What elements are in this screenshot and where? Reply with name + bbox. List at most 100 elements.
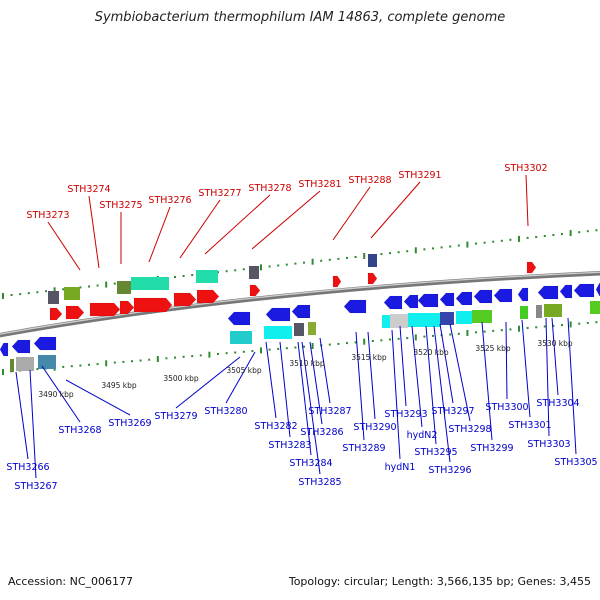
gene-arrow-reverse (439, 292, 455, 307)
tick-mark-bottom (543, 325, 546, 328)
map-title: Symbiobacterium thermophilum IAM 14863, … (94, 10, 506, 25)
bottom-label-leader (65, 379, 131, 416)
topology-stats-text: Topology: circular; Length: 3,566,135 bp… (288, 575, 591, 588)
tick-mark-top (595, 229, 598, 232)
gene-arrow-reverse (573, 283, 595, 298)
gene-box-bottom (10, 359, 14, 372)
tick-mark-top (518, 235, 520, 242)
tick-mark-top (500, 239, 503, 242)
tick-mark-bottom (88, 363, 90, 366)
scale-label: 3490 kbp (38, 390, 74, 399)
tick-mark-bottom (380, 339, 383, 342)
genome-backbone (0, 270, 600, 338)
gene-label-top: STH3273 (26, 210, 69, 221)
tick-mark-top (234, 269, 237, 272)
gene-label-bottom: STH3283 (268, 440, 311, 451)
gene-label-top: STH3276 (148, 195, 191, 206)
tick-mark-top (380, 253, 383, 256)
gene-label-top: STH3277 (198, 188, 241, 199)
top-label-leader (251, 190, 321, 250)
scale-label: 3515 kbp (351, 353, 387, 362)
tick-mark-top (457, 244, 460, 247)
tick-mark-top (294, 262, 297, 265)
bottom-label-leader (367, 331, 376, 420)
gene-box-top (131, 277, 169, 290)
gene-arrow-reverse (473, 289, 493, 304)
gene-label-bottom: STH3298 (448, 424, 491, 435)
gene-arrow-reverse (265, 307, 291, 322)
gene-label-bottom: hydN1 (385, 462, 416, 473)
gene-label-top: STH3274 (67, 184, 110, 195)
tick-mark-top (466, 241, 469, 248)
tick-mark-top (354, 256, 357, 258)
gene-label-bottom: STH3268 (58, 425, 101, 436)
top-label-leader (179, 199, 221, 259)
gene-box-top (196, 270, 218, 283)
tick-mark-top (414, 247, 417, 254)
gene-label-bottom: STH3289 (342, 443, 385, 454)
tick-mark-top (36, 291, 39, 294)
bottom-label-leader (355, 331, 365, 441)
tick-mark-bottom (432, 334, 434, 337)
gene-box-bottom (408, 313, 440, 327)
tick-mark-bottom (552, 324, 555, 327)
tick-mark-bottom (500, 329, 503, 332)
tick-mark-bottom (79, 364, 82, 367)
tick-mark-bottom (483, 330, 486, 333)
gene-arrow-forward (119, 300, 135, 315)
tick-mark-top (311, 258, 314, 265)
tick-mark-bottom (586, 321, 589, 324)
scale-label: 3520 kbp (413, 348, 449, 357)
gene-box-bottom (294, 323, 304, 336)
gene-arrow-reverse (493, 288, 513, 303)
gene-label-bottom: STH3293 (384, 409, 427, 420)
gene-arrow-reverse (537, 285, 559, 300)
tick-mark-bottom (492, 329, 495, 332)
accession-text: Accession: NC_006177 (8, 575, 134, 588)
tick-mark-bottom (475, 331, 477, 334)
gene-box-top (48, 291, 59, 304)
top-label-leader (332, 186, 371, 241)
tick-mark-bottom (199, 354, 202, 357)
tick-mark-top (397, 251, 400, 254)
gene-box-bottom (472, 310, 492, 323)
tick-mark-bottom (285, 347, 288, 350)
bottom-label-leader (411, 325, 423, 428)
bottom-label-leader (567, 317, 577, 455)
gene-arrow-forward (49, 307, 63, 321)
bottom-label-leader (319, 337, 331, 404)
tick-mark-top (303, 261, 305, 264)
gene-track-top (48, 254, 537, 321)
gene-arrow-reverse (343, 299, 367, 314)
gene-arrow-forward (526, 261, 537, 274)
tick-mark-bottom (526, 327, 529, 329)
tick-mark-bottom (217, 353, 219, 355)
top-label-leader (88, 195, 100, 269)
gene-box-bottom (38, 355, 56, 369)
gene-label-bottom: STH3286 (300, 427, 343, 438)
tick-mark-bottom (328, 343, 331, 346)
tick-mark-top (561, 233, 563, 236)
tick-mark-bottom (148, 358, 151, 361)
tick-mark-top (337, 257, 340, 260)
gene-box-top (249, 266, 259, 279)
gene-label-bottom: hydN2 (407, 430, 438, 441)
tick-mark-bottom (122, 360, 125, 363)
tick-mark-top (96, 284, 99, 287)
tick-mark-bottom (363, 338, 366, 345)
tick-mark-top (543, 235, 546, 237)
gene-arrow-reverse (11, 339, 31, 354)
gene-arrow-forward (89, 302, 121, 317)
tick-mark-top (578, 231, 581, 234)
gene-arrow-reverse (291, 304, 311, 319)
tick-mark-bottom (113, 361, 116, 364)
gene-arrow-forward (196, 289, 220, 304)
bottom-label-leader (425, 325, 437, 445)
tick-mark-top (475, 242, 477, 245)
tick-mark-top (552, 234, 555, 236)
bottom-label-leader (279, 341, 291, 438)
gene-box-bottom (382, 315, 390, 328)
tick-mark-bottom (105, 360, 108, 367)
